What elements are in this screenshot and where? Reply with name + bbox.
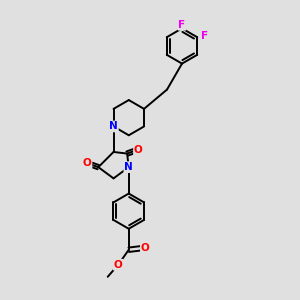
Text: O: O [134, 145, 143, 154]
Text: F: F [201, 31, 208, 41]
Text: N: N [124, 162, 133, 172]
Text: O: O [114, 260, 123, 270]
Text: O: O [141, 243, 150, 253]
Text: O: O [83, 158, 92, 168]
Text: F: F [178, 20, 186, 30]
Text: N: N [109, 122, 118, 131]
